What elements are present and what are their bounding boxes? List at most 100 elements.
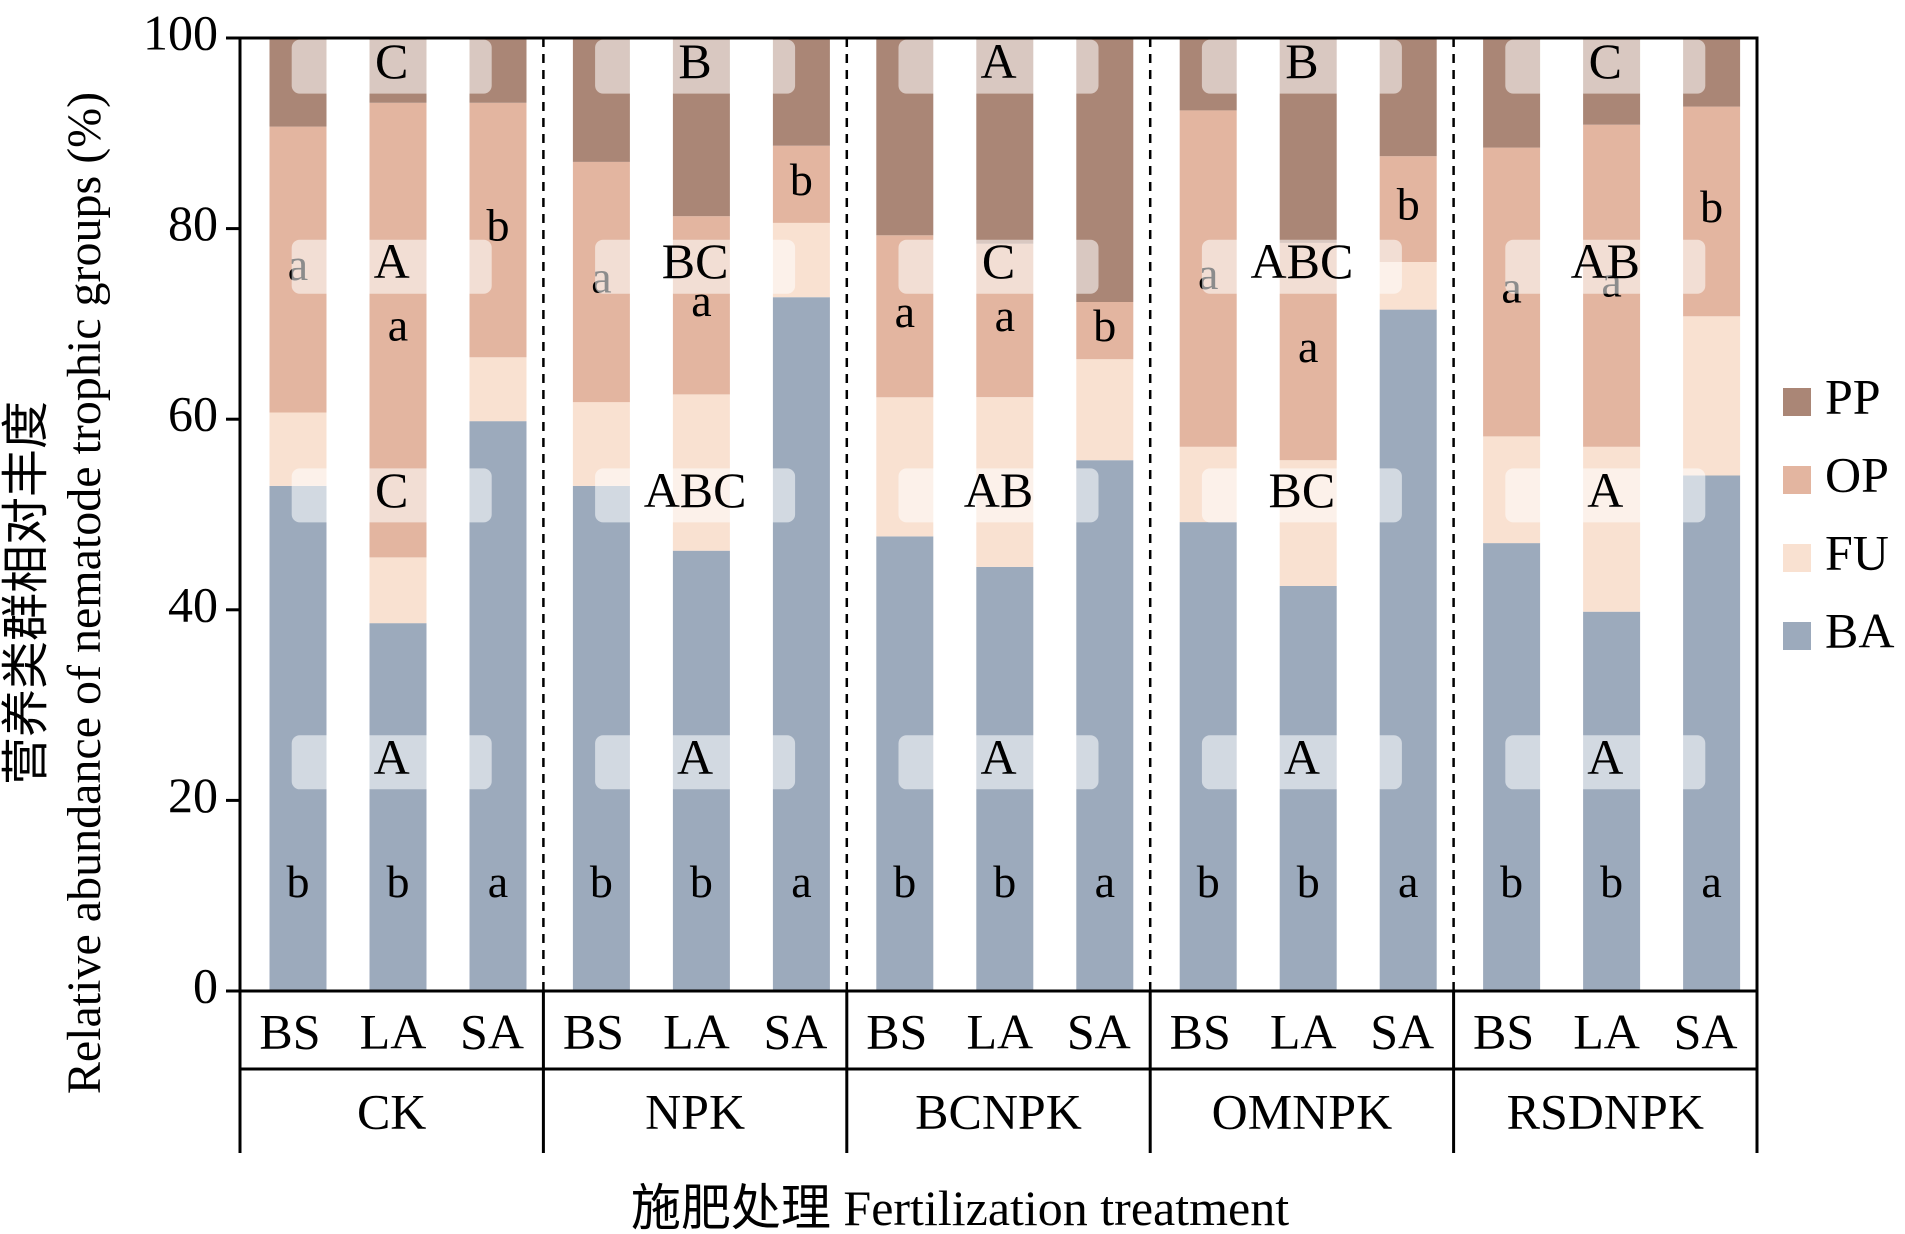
sig-letter-ba-omnpk-bs: b [1197,856,1220,907]
y-tick-label: 100 [143,4,218,60]
cap-letter-bg [291,735,492,790]
x-tick-label: BS [866,1003,927,1059]
cap-letter-bg [898,239,1099,294]
legend-swatch-pp [1783,388,1811,416]
cap-letter-rsdnpk-pp: C [1589,33,1622,89]
cap-letter-bg [898,39,1099,94]
y-tick-label: 0 [193,957,218,1013]
legend-label-ba: BA [1825,602,1894,658]
x-tick-label: SA [763,1003,827,1059]
cap-letter-bg [1201,239,1402,294]
x-tick-label: BS [563,1003,624,1059]
cap-letter-omnpk-op: ABC [1250,233,1353,289]
sig-letter-ba-rsdnpk-la: b [1600,856,1623,907]
cap-letter-bg [291,39,492,94]
cap-letter-npk-pp: B [678,33,711,89]
y-tick-label: 40 [168,576,218,632]
sig-letter-ba-npk-bs: b [590,856,613,907]
cap-letter-ck-pp: C [375,33,408,89]
x-group-label-ck: CK [357,1083,426,1139]
bar-segment-rsdnpk-sa-ba [1683,475,1741,991]
x-tick-label: LA [1573,1003,1640,1059]
cap-letter-bcnpk-pp: A [980,33,1016,89]
sig-letter-ba-ck-bs: b [287,856,310,907]
x-tick-label: LA [663,1003,730,1059]
x-tick-label: LA [966,1003,1033,1059]
x-tick-label: BS [1170,1003,1231,1059]
sig-letter-op-npk-sa: b [790,154,813,205]
y-tick-label: 20 [168,767,218,823]
x-group-label-rsdnpk: RSDNPK [1507,1083,1704,1139]
y-tick-label: 60 [168,386,218,442]
legend-swatch-op [1783,466,1811,494]
cap-letter-bg [1505,735,1706,790]
bar-segment-ck-la-ba [369,623,427,991]
axes: 0 20 40 60 80 100 BS LA SA CK BS LA SA NPK BS LA SA BCNPK… [143,4,1759,1153]
bar-segment-rsdnpk-sa-fu [1683,316,1741,476]
cap-letter-rsdnpk-op: AB [1571,233,1640,289]
cap-letter-rsdnpk-fu: A [1587,462,1623,518]
x-tick-label: SA [1370,1003,1434,1059]
bar-segment-bcnpk-sa-ba [1076,460,1134,991]
x-tick-label: LA [1270,1003,1337,1059]
bar-segment-npk-sa-op [772,145,830,223]
x-tick-label: BS [1473,1003,1534,1059]
cap-letter-rsdnpk-ba: A [1587,729,1623,785]
legend-swatch-fu [1783,544,1811,572]
y-axis-title-cn: 营养类群相对丰度 [0,401,53,785]
x-group-label-omnpk: OMNPK [1212,1083,1393,1139]
cap-letter-npk-ba: A [677,729,713,785]
y-axis-title-en: Relative abundance of nematode trophic g… [58,92,111,1094]
sig-letter-ba-omnpk-sa: a [1398,856,1418,907]
cap-letter-bg [1201,735,1402,790]
sig-letter-ba-omnpk-la: b [1297,856,1320,907]
bar-segment-ck-sa-fu [469,357,527,422]
cap-letter-bg [595,468,796,523]
x-group-label-npk: NPK [645,1083,745,1139]
cap-letter-ck-fu: C [375,462,408,518]
sig-letter-op-ck-sa: b [487,200,510,251]
sig-letter-ba-ck-la: b [387,856,410,907]
sig-letter-op-bcnpk-bs: a [895,286,915,337]
cap-letter-omnpk-fu: BC [1269,462,1336,518]
cap-letter-bg [1505,239,1706,294]
sig-letter-op-omnpk-la: a [1298,321,1318,372]
cap-letter-bg [1201,39,1402,94]
legend-swatch-ba [1783,622,1811,650]
x-tick-label: LA [360,1003,427,1059]
legend: PP OP FU BA [1783,368,1894,658]
cap-letter-bg [291,468,492,523]
sig-letter-op-bcnpk-sa: b [1093,300,1116,351]
cap-letter-omnpk-pp: B [1285,33,1318,89]
x-tick-label: BS [259,1003,320,1059]
bar-segment-bcnpk-sa-op [1076,302,1134,360]
bar-segment-ck-la-fu [369,557,427,624]
sig-letter-op-rsdnpk-sa: b [1700,181,1723,232]
cap-letter-bg [595,239,796,294]
x-tick-label: SA [460,1003,524,1059]
cap-letter-bcnpk-op: C [982,233,1015,289]
x-axis-title: 施肥处理 Fertilization treatment [631,1180,1289,1234]
sig-letter-ba-bcnpk-sa: a [1095,856,1115,907]
cap-letter-ck-ba: A [374,729,410,785]
cap-letter-bcnpk-fu: AB [964,462,1033,518]
sig-letter-ba-npk-la: b [690,856,713,907]
bar-segment-rsdnpk-la-ba [1583,611,1641,991]
sig-letter-ba-npk-sa: a [791,856,811,907]
cap-letter-ck-op: A [374,233,410,289]
cap-letter-bg [1505,39,1706,94]
plot-frame [238,36,1759,993]
sig-letter-op-ck-la: a [388,300,408,351]
sig-letter-ba-bcnpk-la: b [993,856,1016,907]
legend-label-op: OP [1825,446,1889,502]
y-tick-label: 80 [168,195,218,251]
sig-letter-ba-ck-sa: a [488,856,508,907]
sig-letter-ba-rsdnpk-bs: b [1500,856,1523,907]
bar-segment-bcnpk-sa-fu [1076,359,1134,461]
cap-letter-bg [595,735,796,790]
legend-label-pp: PP [1825,368,1881,424]
cap-letter-npk-op: BC [662,233,729,289]
cap-letter-bg [1505,468,1706,523]
x-tick-label: SA [1067,1003,1131,1059]
